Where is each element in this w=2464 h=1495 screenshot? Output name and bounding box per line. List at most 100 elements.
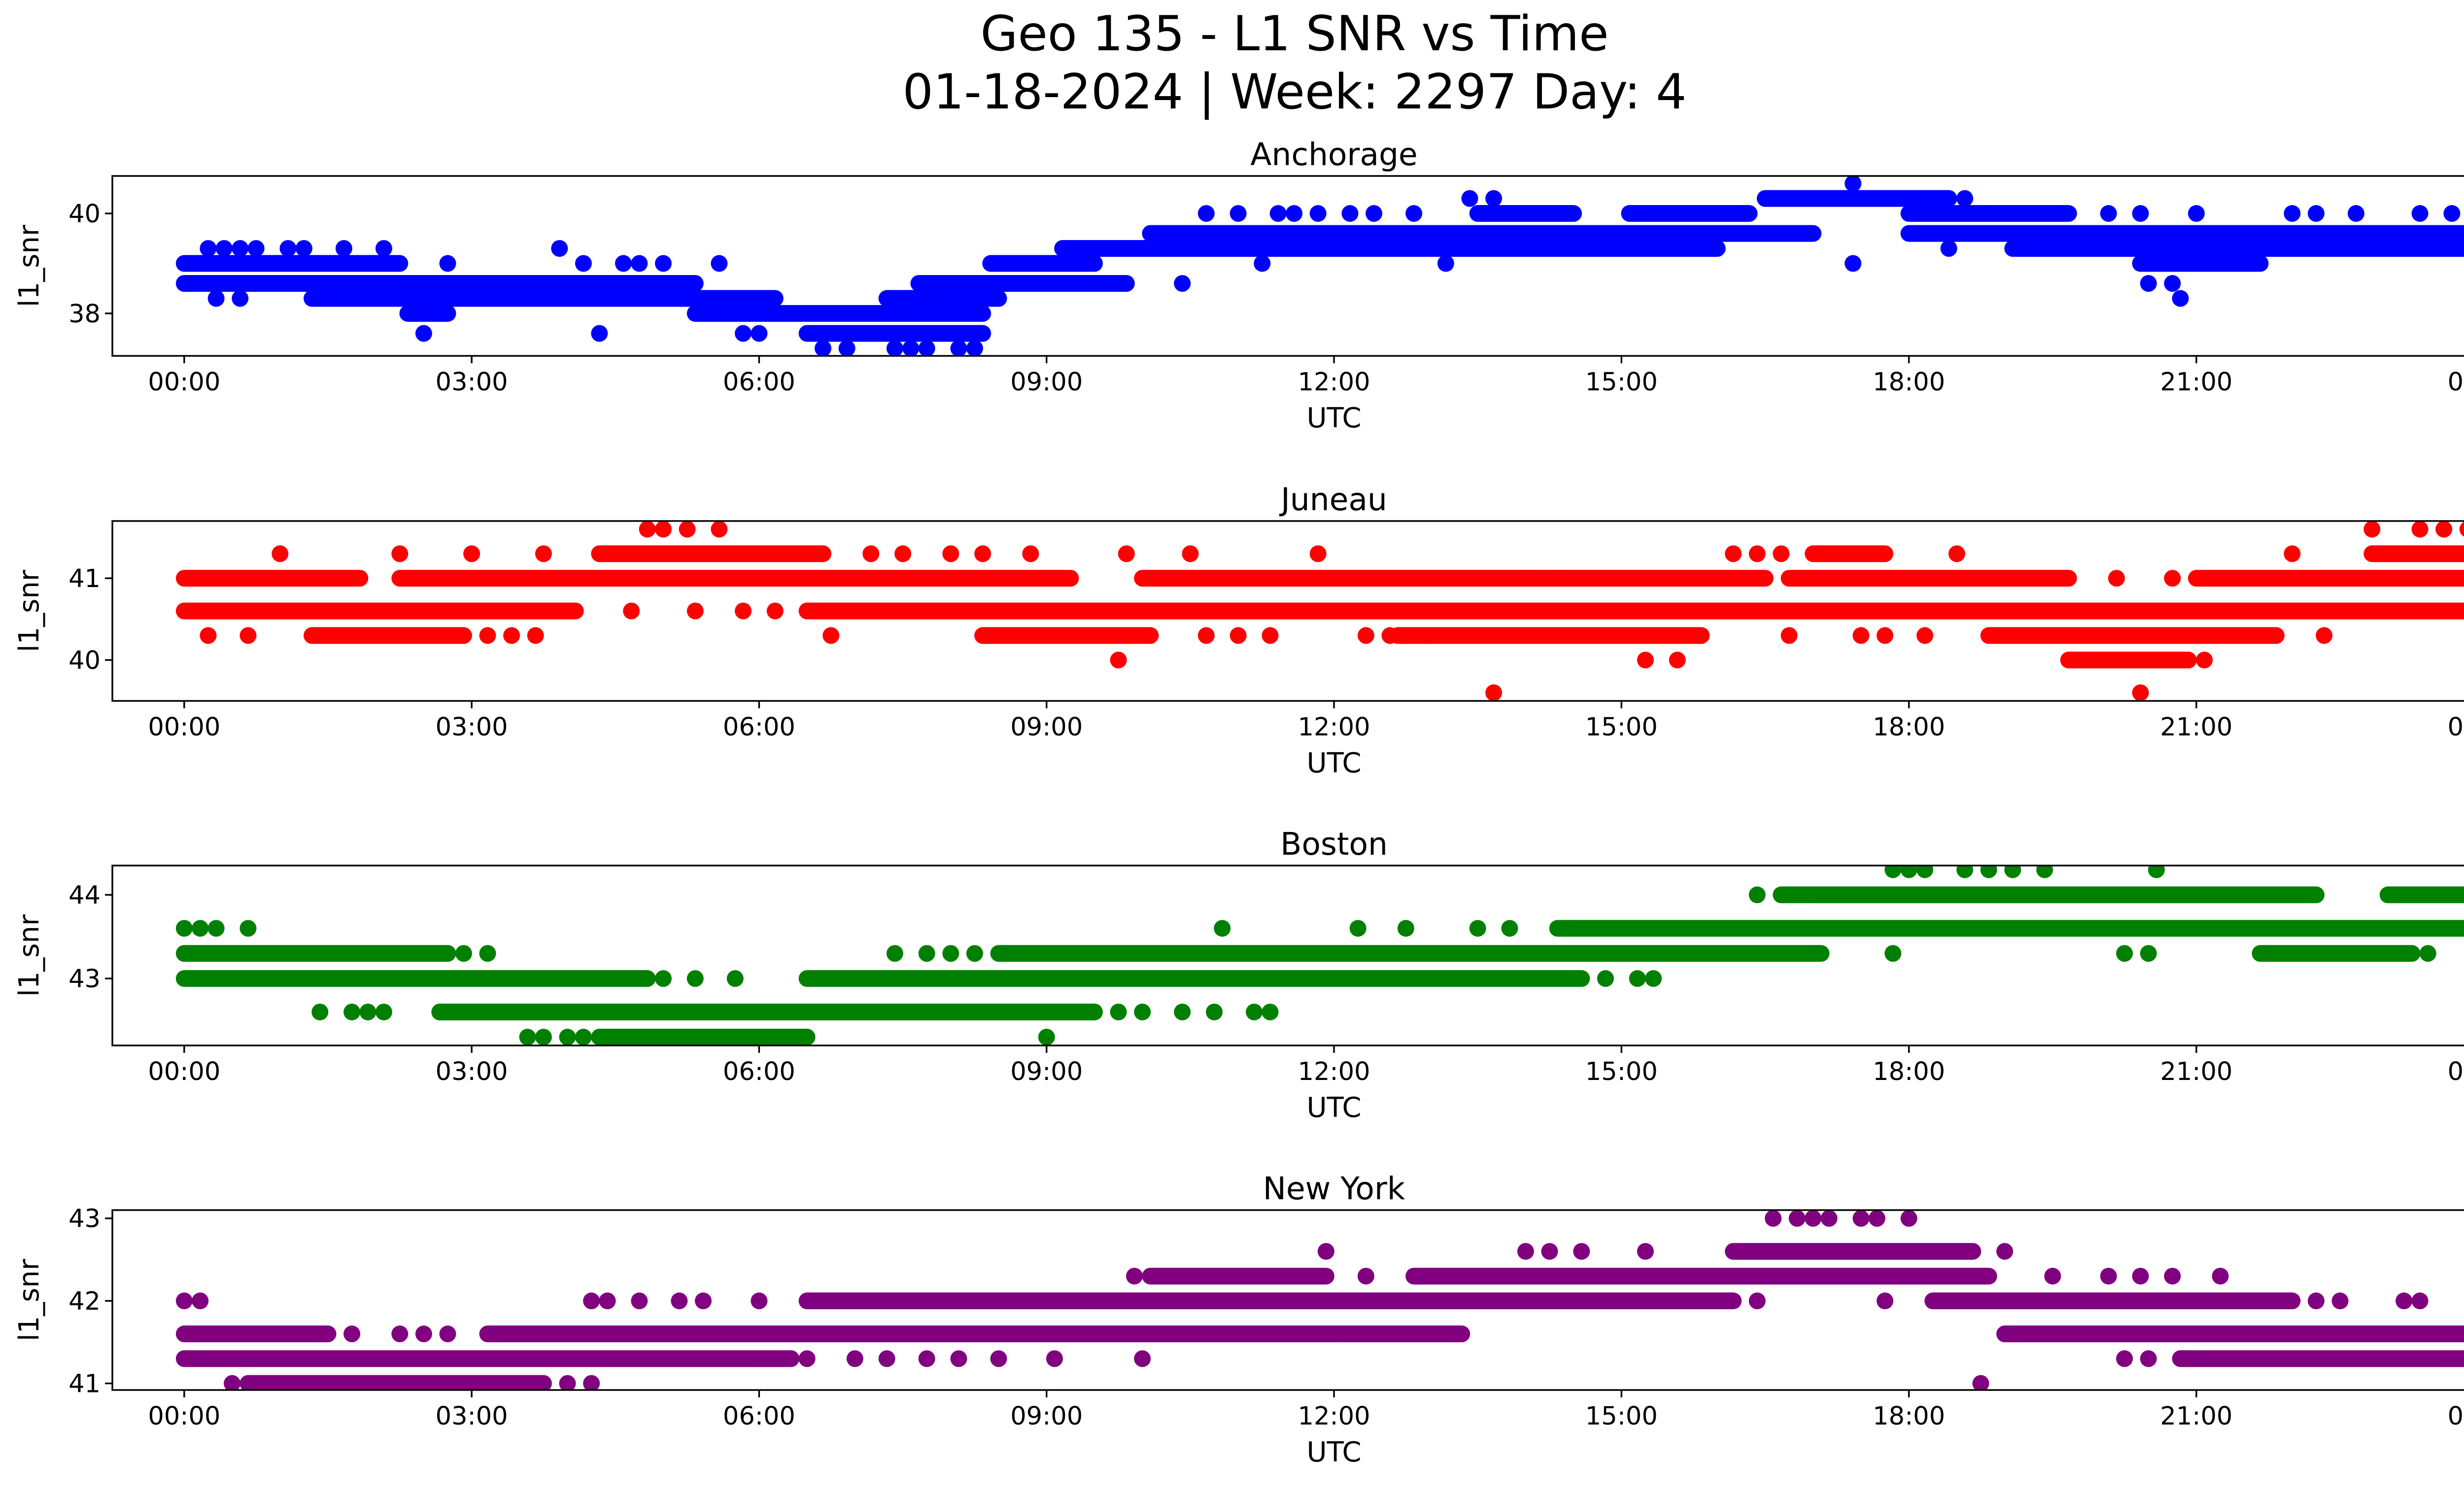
x-axis-label: UTC: [1306, 1436, 1361, 1468]
subplot-boston: 00:00 03:00 06:00 09:00 12:00 15:00 18:00 21:00…: [13, 826, 2464, 1124]
data-point: [1573, 1243, 1590, 1260]
data-point: [751, 1292, 768, 1310]
data-point: [192, 920, 209, 937]
data-point: [1046, 1350, 1063, 1367]
x-tick-label: 03:00: [436, 368, 508, 397]
data-point: [1198, 627, 1215, 644]
data-point: [2044, 1267, 2061, 1285]
data-point: [575, 1029, 592, 1045]
x-axis-label: UTC: [1306, 747, 1361, 779]
data-point: [559, 1029, 576, 1045]
data-point: [1996, 1243, 2014, 1260]
x-tick-label: 09:00: [1010, 1402, 1083, 1431]
data-point: [751, 325, 768, 342]
x-tick-label: 03:00: [436, 1057, 508, 1086]
scatter-series: [175, 1210, 2464, 1390]
data-point: [559, 1375, 576, 1390]
data-point: [822, 627, 840, 644]
data-point: [391, 1325, 409, 1343]
data-point: [200, 240, 217, 257]
data-point: [639, 521, 656, 538]
data-point: [950, 1350, 967, 1367]
subplot-new-york: 00:00 03:00 06:00 09:00 12:00 15:00 18:00 21:00…: [13, 1171, 2464, 1468]
data-point: [1845, 176, 1862, 192]
data-point: [1956, 190, 1974, 207]
data-point: [2196, 652, 2213, 669]
data-point: [1637, 652, 1654, 669]
y-tick-label: 40: [68, 646, 101, 675]
data-point: [1110, 1004, 1127, 1021]
data-point: [391, 545, 409, 562]
data-point: [1916, 866, 1933, 878]
data-point: [2411, 1292, 2429, 1310]
subplot-title: Anchorage: [1250, 137, 1417, 173]
data-point: [2132, 1267, 2149, 1285]
data-point: [2459, 522, 2464, 537]
x-tick-label: 00:00: [148, 1057, 220, 1086]
data-point: [2284, 545, 2301, 562]
data-point: [2164, 1267, 2181, 1285]
data-point: [966, 340, 983, 356]
x-tick-label: 00:00: [148, 1402, 220, 1431]
data-point: [2316, 627, 2333, 644]
data-point: [711, 255, 728, 272]
data-point: [215, 240, 233, 257]
data-point: [1254, 255, 1271, 272]
data-point: [192, 1292, 209, 1310]
figure-title-line1: Geo 135 - L1 SNR vs Time: [981, 6, 1609, 62]
data-point: [343, 1325, 361, 1343]
data-point: [2132, 684, 2149, 701]
data-point: [1126, 1267, 1143, 1285]
data-point: [375, 1004, 392, 1021]
x-tick-label: 15:00: [1585, 713, 1658, 742]
data-point: [519, 1029, 536, 1045]
data-point: [279, 240, 297, 257]
data-point: [1884, 866, 1902, 878]
data-point: [1501, 920, 1518, 937]
x-tick-label: 18:00: [1873, 1057, 1945, 1086]
data-point: [1309, 205, 1327, 222]
x-axis-label: UTC: [1306, 1092, 1361, 1124]
data-point: [479, 627, 496, 644]
data-point: [1748, 886, 1766, 904]
data-point: [2100, 1267, 2117, 1285]
y-axis-label: l1_snr: [13, 914, 45, 997]
data-point: [479, 945, 496, 962]
data-point: [902, 340, 920, 356]
data-point: [974, 545, 992, 562]
scatter-series: [175, 176, 2464, 356]
data-point: [950, 340, 967, 356]
data-point: [631, 1292, 648, 1310]
subplot-juneau: 00:00 03:00 06:00 09:00 12:00 15:00 18:00 21:00…: [13, 482, 2464, 779]
data-point: [1134, 1350, 1151, 1367]
data-point: [232, 290, 249, 307]
data-point: [1357, 627, 1374, 644]
x-tick-label: 15:00: [1585, 368, 1658, 397]
y-tick-label: 42: [68, 1287, 101, 1316]
subplot-anchorage: 00:00 03:00 06:00 09:00 12:00 15:00 18:00 21:00…: [13, 137, 2464, 434]
data-point: [1421, 627, 1438, 644]
data-point: [2108, 570, 2125, 587]
data-point: [1381, 627, 1399, 644]
data-point: [1285, 205, 1302, 222]
data-point: [1022, 545, 1039, 562]
data-point: [2164, 275, 2181, 292]
data-point: [1262, 1004, 1279, 1021]
data-point: [1110, 652, 1127, 669]
data-point: [2347, 205, 2364, 222]
data-point: [1645, 970, 1662, 987]
scatter-series: [175, 521, 2464, 701]
data-point: [2284, 205, 2301, 222]
data-point: [583, 1375, 600, 1390]
data-point: [175, 920, 193, 937]
data-point: [623, 602, 640, 620]
data-point: [463, 545, 480, 562]
y-tick-label: 43: [68, 965, 101, 994]
scatter-series: [175, 866, 2464, 1045]
data-point: [2411, 521, 2429, 538]
data-point: [232, 240, 249, 257]
data-point: [2036, 866, 2053, 878]
data-point: [575, 255, 592, 272]
data-point: [1349, 920, 1367, 937]
data-point: [886, 945, 903, 962]
